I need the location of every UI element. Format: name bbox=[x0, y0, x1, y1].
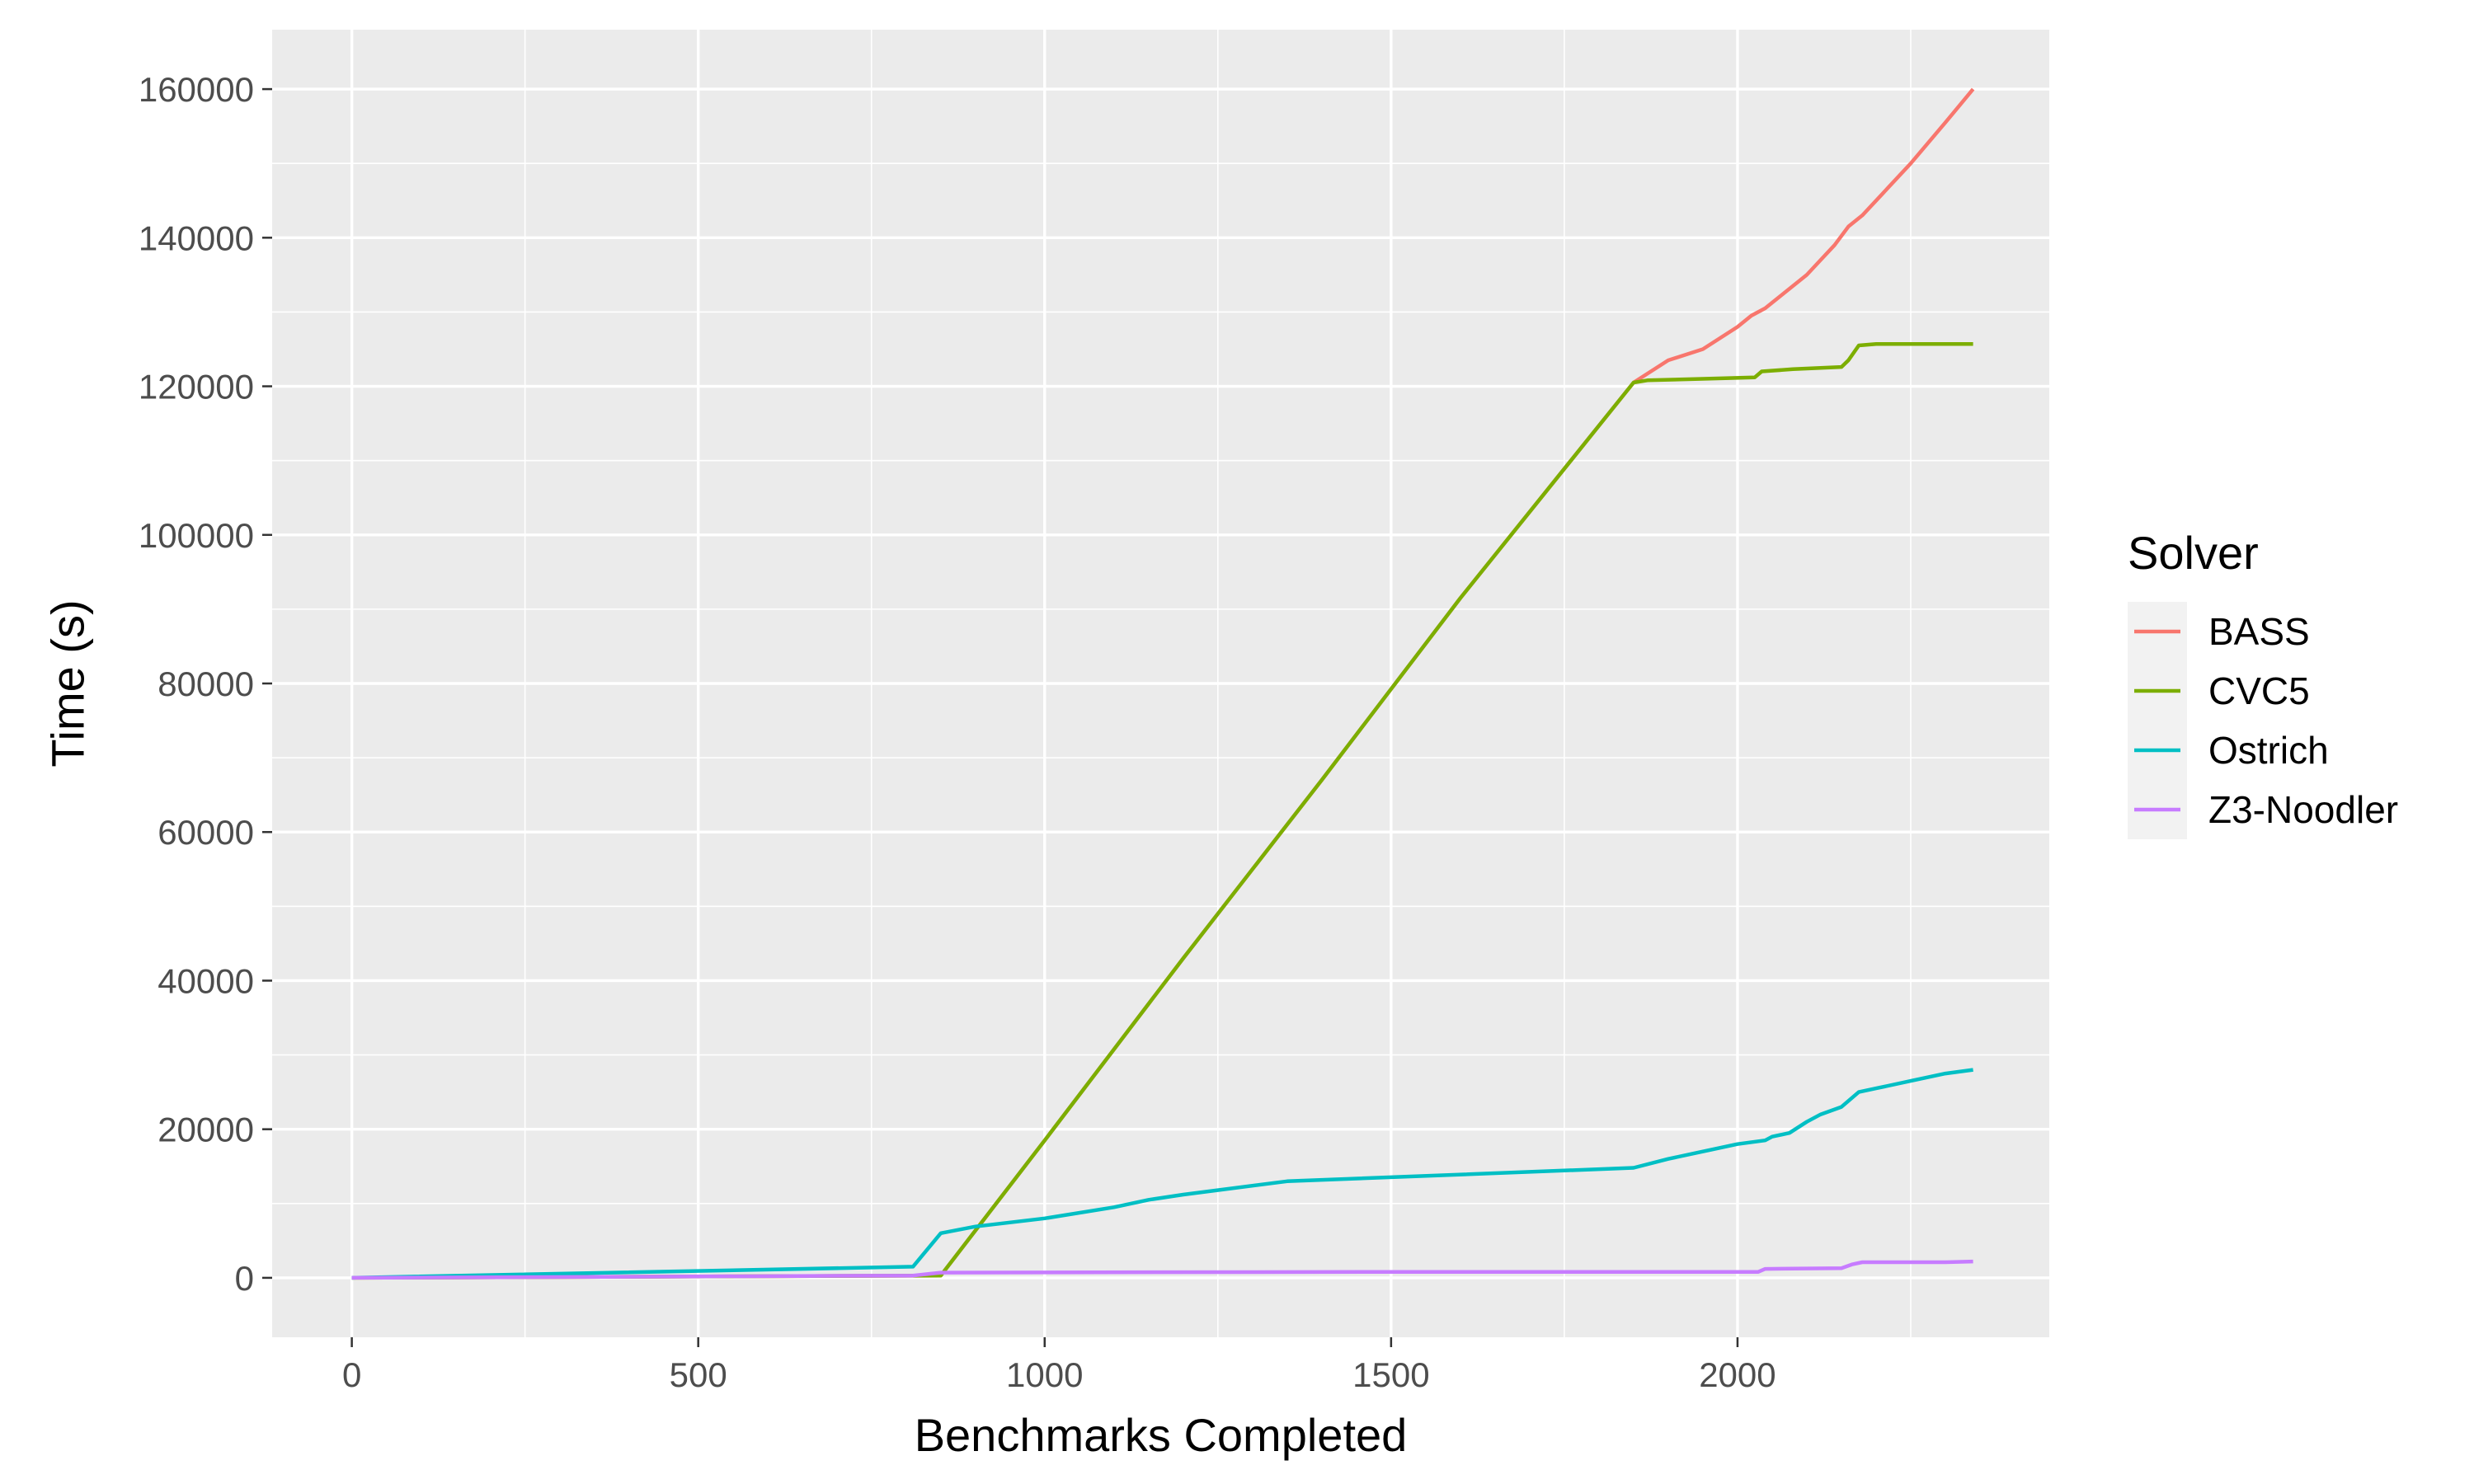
y-tick-label: 160000 bbox=[139, 70, 254, 109]
legend: Solver BASS CVC5 Ostrich Z3-Noodler bbox=[2128, 527, 2398, 839]
y-tick-label: 80000 bbox=[158, 665, 254, 703]
legend-label: Z3-Noodler bbox=[2208, 788, 2398, 831]
y-axis: 0 20000 40000 60000 80000 100000 120000 140000 1… bbox=[139, 70, 272, 1298]
series-line-ostrich bbox=[351, 1068, 1973, 1280]
x-axis: 0 500 1000 1500 2000 bbox=[342, 1337, 1776, 1394]
y-tick-label: 60000 bbox=[158, 813, 254, 852]
x-tick-label: 500 bbox=[670, 1355, 727, 1394]
legend-key-background bbox=[2128, 602, 2187, 839]
y-tick-label: 140000 bbox=[139, 218, 254, 257]
x-axis-title: Benchmarks Completed bbox=[915, 1409, 1408, 1461]
legend-label: CVC5 bbox=[2208, 669, 2310, 712]
series-lines bbox=[351, 87, 1975, 1280]
x-tick-label: 1500 bbox=[1352, 1355, 1429, 1394]
major-gridlines bbox=[272, 30, 2049, 1337]
y-axis-title: Time (s) bbox=[42, 599, 94, 767]
y-tick-label: 0 bbox=[235, 1259, 254, 1298]
x-tick-label: 2000 bbox=[1699, 1355, 1776, 1394]
series-line-z3-noodler bbox=[351, 1259, 1973, 1280]
x-tick-label: 1000 bbox=[1006, 1355, 1083, 1394]
y-tick-label: 100000 bbox=[139, 516, 254, 555]
y-tick-label: 40000 bbox=[158, 961, 254, 1000]
legend-items: BASS CVC5 Ostrich Z3-Noodler bbox=[2134, 610, 2398, 831]
series-line-cvc5 bbox=[351, 341, 1973, 1280]
legend-label: Ostrich bbox=[2208, 729, 2329, 772]
legend-label: BASS bbox=[2208, 610, 2310, 653]
x-tick-label: 0 bbox=[342, 1355, 361, 1394]
legend-title: Solver bbox=[2128, 527, 2259, 579]
y-tick-label: 20000 bbox=[158, 1111, 254, 1149]
y-tick-label: 120000 bbox=[139, 368, 254, 406]
